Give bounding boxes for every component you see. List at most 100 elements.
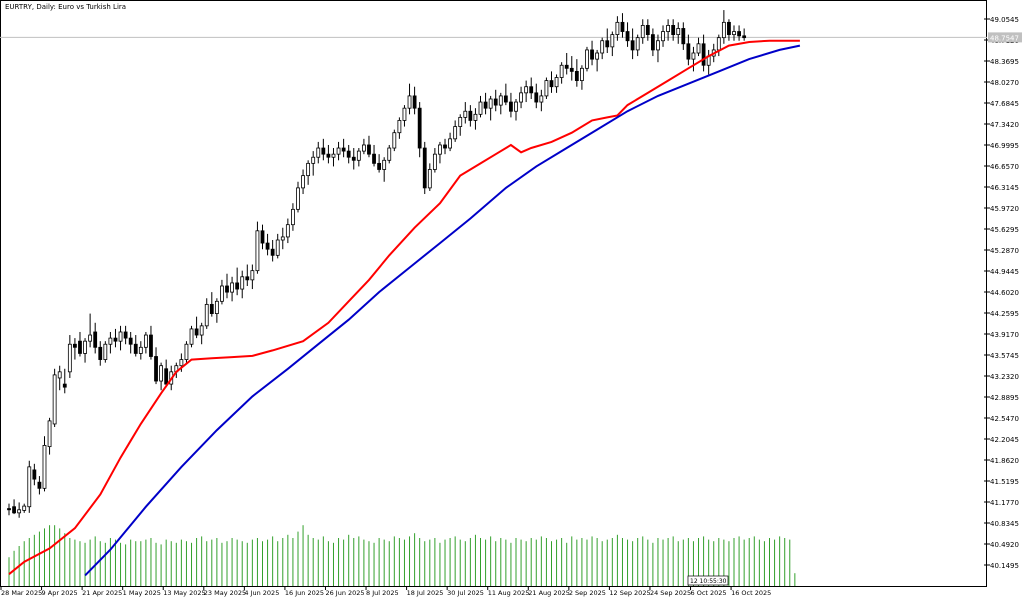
x-tick-label: 9 Apr 2025 [42, 589, 78, 597]
x-tick-label: 11 Aug 2025 [488, 589, 530, 597]
candle-body [701, 43, 706, 66]
candle-body [62, 383, 67, 388]
candle-body [133, 343, 138, 354]
candle [270, 240, 275, 262]
time-marker: 12 10:55:30 [687, 575, 729, 586]
candle [656, 34, 660, 63]
candle [123, 325, 128, 345]
candle-body [341, 147, 346, 152]
fast-moving-average-line [8, 39, 800, 575]
candle-body [209, 303, 214, 314]
candle-body [412, 95, 417, 109]
candle-body [463, 110, 468, 118]
candle-body [88, 334, 93, 342]
candle-body [128, 337, 133, 345]
candle-body [529, 86, 534, 94]
y-tick-label: 40.4920 [990, 541, 1019, 549]
candle-body [559, 64, 564, 78]
candle [478, 95, 483, 118]
candle-body [666, 25, 670, 32]
candle [220, 279, 224, 305]
candle [473, 108, 478, 130]
candle [73, 338, 77, 360]
y-tick-label: 41.5195 [990, 478, 1019, 486]
candle [554, 74, 559, 93]
candle [630, 28, 635, 60]
candle [635, 34, 640, 57]
candle [214, 298, 219, 323]
candle [721, 10, 726, 44]
candle [569, 56, 574, 81]
candle-body [285, 224, 290, 238]
candle [498, 92, 503, 115]
candle-body [716, 37, 721, 51]
candle-body [265, 242, 270, 250]
candle [696, 37, 701, 57]
candle-body [159, 365, 164, 382]
candle-body [635, 37, 640, 51]
candle-body [605, 40, 610, 48]
candle [235, 267, 240, 296]
y-tick-label: 48.0270 [990, 79, 1019, 87]
candle [255, 221, 260, 274]
candle [701, 34, 706, 72]
candle-body [620, 21, 625, 32]
candle-body [275, 239, 280, 256]
y-tick-label: 42.8895 [990, 394, 1019, 402]
candle [443, 138, 447, 155]
candle [666, 19, 670, 41]
candle-body [656, 40, 660, 51]
y-tick-label: 45.2870 [990, 247, 1019, 255]
candle-body [448, 138, 452, 149]
current-price-tag-text: 48.7547 [990, 34, 1019, 42]
candle-body [397, 120, 402, 134]
candle [559, 62, 564, 84]
candle-body [650, 34, 655, 51]
candle [493, 89, 498, 112]
candle [291, 203, 295, 231]
candle [285, 218, 290, 244]
candle [534, 83, 539, 109]
candle-body [179, 359, 184, 367]
candle [22, 503, 27, 513]
candle-body [230, 282, 234, 293]
candle [209, 292, 214, 317]
candle [301, 169, 305, 195]
candle-body [691, 52, 696, 60]
candle [265, 233, 270, 256]
candle-body [367, 144, 371, 155]
y-tick-label: 47.3420 [990, 121, 1019, 129]
candle [128, 331, 133, 354]
candle-body [270, 248, 275, 256]
candle-body [488, 98, 493, 109]
candle [367, 135, 371, 158]
candle-body [103, 343, 108, 360]
y-tick-label: 41.1770 [990, 499, 1019, 507]
candle [356, 148, 361, 167]
candle-body [574, 70, 579, 81]
candle-body [544, 80, 549, 97]
candle [387, 144, 392, 164]
candle-body [372, 153, 376, 164]
candle-body [199, 325, 204, 336]
candle-body [377, 162, 382, 170]
candle-body [732, 31, 736, 36]
candle [645, 19, 650, 41]
candle [346, 144, 351, 164]
candle [260, 224, 265, 250]
candle [564, 52, 569, 75]
candle [503, 83, 508, 106]
candle [650, 28, 655, 57]
candle-body [306, 162, 311, 177]
candle-body [12, 506, 16, 514]
candle-body [554, 77, 559, 88]
candle [458, 114, 463, 136]
candle [159, 362, 164, 391]
x-tick-label: 24 Sep 2025 [650, 589, 691, 597]
candle-body [580, 67, 584, 81]
candle [83, 338, 87, 363]
candle [47, 417, 52, 455]
y-tick-label: 45.6295 [990, 226, 1019, 234]
candle [351, 148, 356, 170]
candle-body [67, 343, 72, 373]
